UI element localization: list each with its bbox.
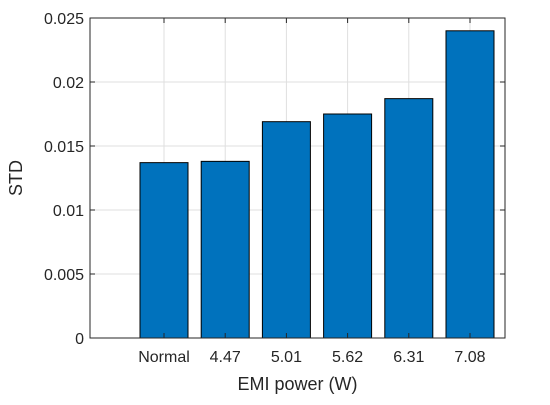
x-axis-ticks: Normal 4.47 5.01 5.62 6.31 7.08 <box>138 18 486 366</box>
bar-2 <box>261 121 311 339</box>
bars <box>139 30 495 339</box>
bar-4 <box>384 98 434 339</box>
y-tick-label-1: 0.005 <box>44 267 84 284</box>
bar-1 <box>200 160 250 339</box>
bar-0 <box>139 162 189 339</box>
y-axis-ticks: 0 0.005 0.01 0.015 0.02 0.025 <box>44 11 505 348</box>
x-tick-label-0: Normal <box>138 349 190 366</box>
x-tick-label-5: 7.08 <box>454 349 485 366</box>
x-axis-label: EMI power (W) <box>237 374 357 394</box>
y-tick-label-0: 0 <box>75 331 84 348</box>
y-tick-label-3: 0.015 <box>44 139 84 156</box>
bar-5 <box>445 30 495 339</box>
x-tick-label-1: 4.47 <box>210 349 241 366</box>
y-axis-label: STD <box>6 160 26 196</box>
x-tick-label-4: 6.31 <box>393 349 424 366</box>
x-tick-label-2: 5.01 <box>271 349 302 366</box>
y-tick-label-5: 0.025 <box>44 11 84 28</box>
x-tick-label-3: 5.62 <box>332 349 363 366</box>
plot-frame <box>89 17 506 339</box>
y-tick-label-2: 0.01 <box>53 203 84 220</box>
bar-3 <box>323 113 373 339</box>
y-tick-label-4: 0.02 <box>53 75 84 92</box>
